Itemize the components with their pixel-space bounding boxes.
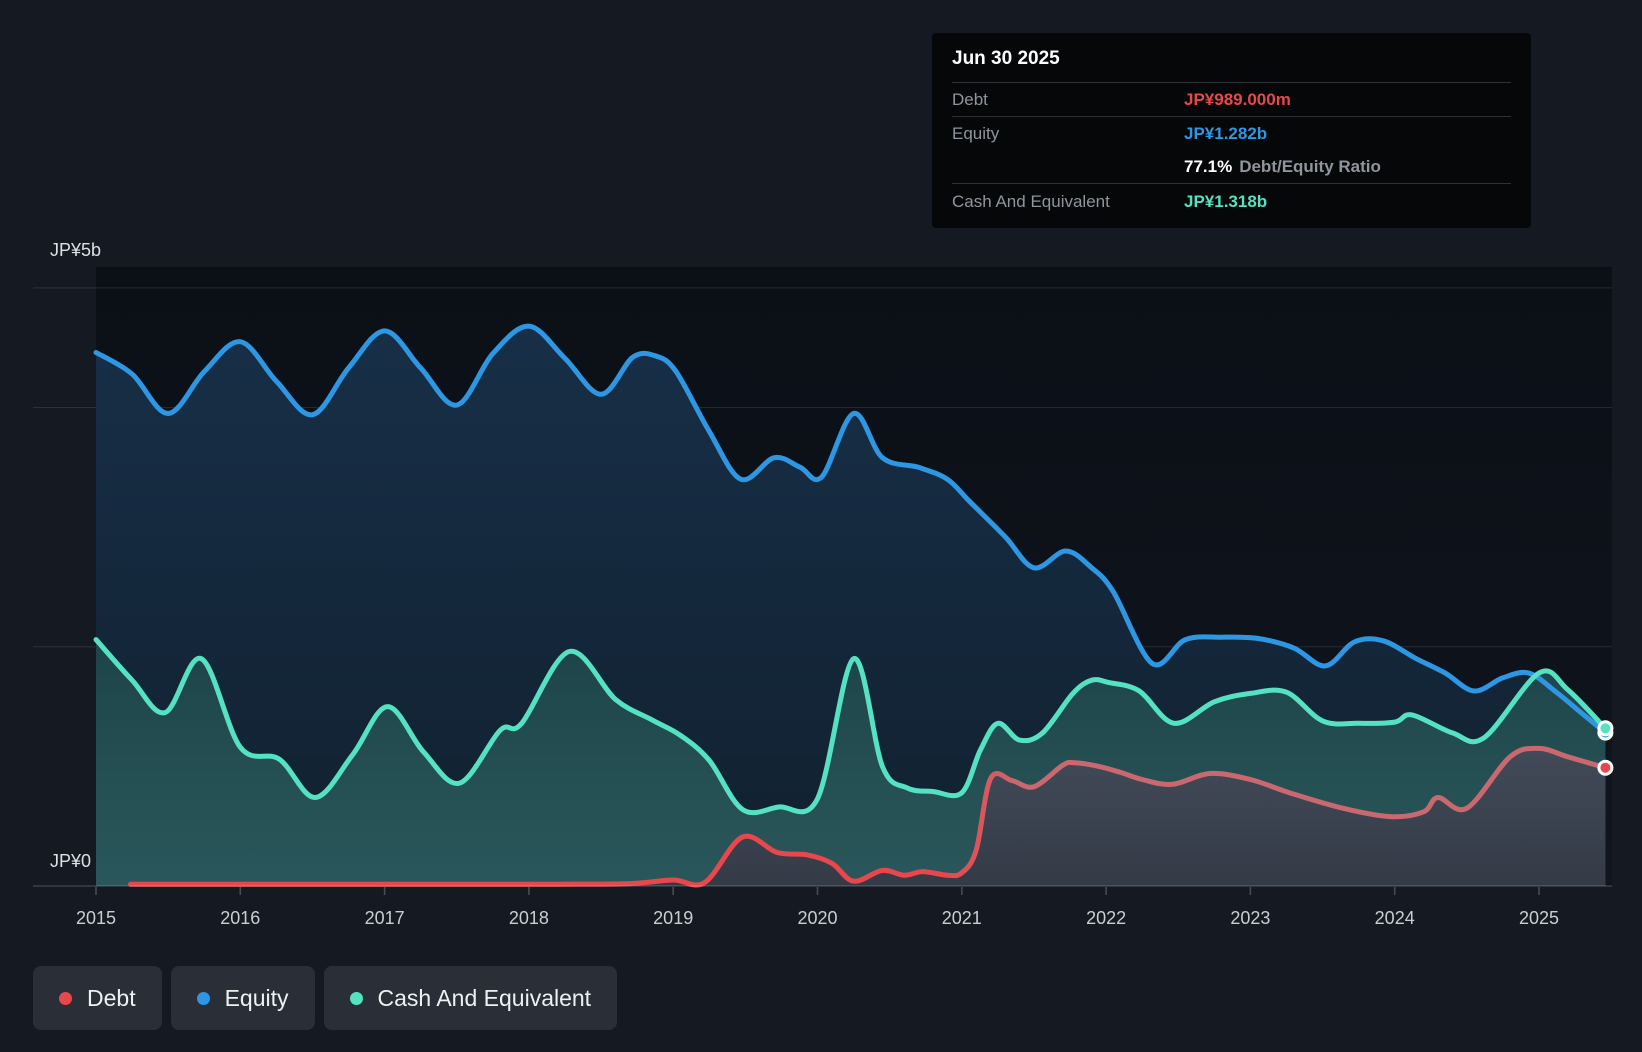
tooltip-ratio-label: Debt/Equity Ratio [1239, 156, 1381, 176]
legend-item-equity[interactable]: Equity [170, 966, 315, 1030]
equity-color-dot [196, 991, 210, 1005]
legend-label-debt: Debt [87, 984, 136, 1011]
x-tick-label-2024: 2024 [1375, 908, 1415, 928]
debt-end-marker [1600, 762, 1611, 773]
x-tick-label-2016: 2016 [220, 908, 260, 928]
end-markers [1597, 720, 1614, 776]
x-tick-label-2025: 2025 [1519, 908, 1559, 928]
legend-item-cash[interactable]: Cash And Equivalent [323, 966, 618, 1030]
legend-item-debt[interactable]: Debt [33, 966, 162, 1030]
y-axis-label-5b: JP¥5b [50, 240, 102, 260]
x-tick-label-2021: 2021 [942, 908, 982, 928]
tooltip-cash-label: Cash And Equivalent [952, 192, 1110, 211]
debt-line [128, 745, 1608, 888]
tooltip-cash-value: JP¥1.318b [1184, 192, 1268, 211]
cash-color-dot [349, 991, 363, 1005]
tooltip-row-equity: Equity JP¥1.282b [952, 117, 1511, 150]
tooltip-equity-label: Equity [952, 123, 1000, 143]
series-areas [96, 326, 1606, 886]
tooltip-row-ratio: 77.1% Debt/Equity Ratio [952, 150, 1511, 184]
debt-area [130, 748, 1606, 886]
legend: Debt Equity Cash And Equivalent [33, 966, 618, 1030]
x-tick-label-2023: 2023 [1230, 908, 1270, 928]
tooltip-date: Jun 30 2025 [952, 33, 1511, 83]
legend-label-cash: Cash And Equivalent [377, 984, 592, 1011]
x-tick-label-2020: 2020 [797, 908, 837, 928]
tooltip-row-cash: Cash And Equivalent JP¥1.318b [952, 184, 1511, 220]
legend-label-equity: Equity [224, 984, 289, 1011]
x-tick-label-2022: 2022 [1086, 908, 1126, 928]
cash-end-marker [1600, 723, 1611, 734]
series-lines [93, 323, 1608, 888]
x-tick-label-2017: 2017 [365, 908, 405, 928]
debt-color-dot [59, 991, 72, 1005]
tooltip-ratio-value: 77.1% [1184, 156, 1233, 176]
x-axis: 2015 2016 2017 2018 2019 2020 2021 2022 2023 2024… [33, 885, 1612, 928]
y-axis-label-0: JP¥0 [50, 851, 92, 871]
cash-line [93, 637, 1608, 816]
equity-line [93, 323, 1608, 736]
tooltip-debt-value: JP¥989.000m [1184, 89, 1291, 109]
tooltip-panel: Jun 30 2025 Debt JP¥989.000m Equity JP¥1… [932, 33, 1531, 228]
tooltip-debt-label: Debt [952, 89, 988, 109]
x-tick-label-2019: 2019 [653, 908, 693, 928]
x-tick-label-2015: 2015 [76, 908, 116, 928]
x-tick-label-2018: 2018 [509, 908, 549, 928]
tooltip-row-debt: Debt JP¥989.000m [952, 83, 1511, 117]
tooltip-equity-value: JP¥1.282b [1184, 123, 1268, 143]
